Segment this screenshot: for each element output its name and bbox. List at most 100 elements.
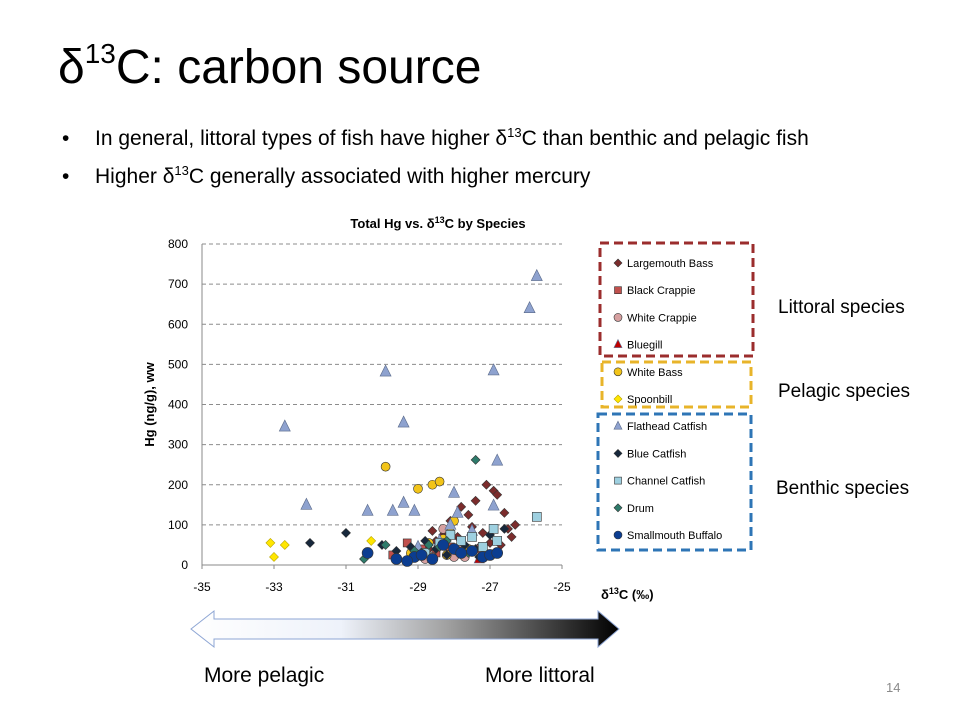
smallmouth-buffalo-point	[415, 549, 428, 561]
flathead-catfish-point	[451, 505, 464, 518]
x-axis-label-part: δ	[601, 587, 609, 602]
largemouth-bass-legend-marker	[613, 258, 623, 268]
y-tick-label: 800	[168, 237, 188, 251]
largemouth-bass-point	[427, 525, 438, 536]
legend-label: Bluegill	[627, 340, 662, 352]
smallmouth-buffalo-point	[361, 547, 374, 559]
pelagic-group-box	[600, 360, 753, 409]
legend-label: Smallmouth Buffalo	[627, 530, 722, 542]
smallmouth-buffalo-point	[390, 553, 403, 565]
white-bass-point	[413, 483, 423, 494]
y-tick-label: 100	[168, 518, 188, 532]
pelagic-group-label: Pelagic species	[778, 381, 911, 402]
spoonbill-legend-marker	[613, 394, 623, 404]
channel-catfish-point	[456, 536, 467, 546]
flathead-catfish-point	[278, 419, 291, 432]
x-tick-label: -25	[553, 580, 571, 594]
chart-title: Total Hg vs. δ13C by Species	[350, 215, 525, 231]
largemouth-bass-point	[477, 527, 488, 538]
spoonbill-point	[279, 540, 290, 550]
legend-label: White Crappie	[627, 312, 697, 324]
white-bass-legend-marker	[613, 367, 623, 377]
spoonbill-point	[269, 552, 279, 562]
flathead-catfish-point	[408, 503, 421, 516]
drum-point	[423, 540, 434, 550]
flathead-catfish-point	[379, 364, 392, 377]
flathead-catfish-point	[487, 363, 500, 376]
drum-point	[380, 540, 391, 550]
y-tick-label: 0	[181, 558, 188, 572]
channel-catfish-point	[477, 542, 488, 552]
x-tick-label: -33	[265, 580, 283, 594]
blue-catfish-point	[341, 527, 351, 538]
y-axis-label: Hg (ng/g), ww	[142, 361, 157, 446]
legend-label: Spoonbill	[627, 394, 672, 406]
drum-legend-marker	[613, 503, 623, 513]
y-tick-label: 700	[168, 277, 188, 291]
white-crappie-legend-marker	[613, 313, 623, 322]
legend-label: White Bass	[627, 367, 683, 379]
largemouth-bass-point	[492, 489, 503, 500]
legend-label: Channel Catfish	[627, 476, 705, 488]
flathead-catfish-legend-marker	[613, 420, 623, 430]
channel-catfish-point	[488, 524, 499, 534]
littoral-group-label: Littoral species	[778, 297, 905, 318]
y-tick-label: 500	[168, 357, 188, 371]
smallmouth-buffalo-point	[437, 539, 450, 551]
littoral-group-box	[598, 241, 755, 358]
legend-label: Flathead Catfish	[627, 421, 707, 433]
bluegill-legend-marker	[613, 338, 623, 348]
spoonbill-point	[366, 536, 377, 546]
blue-catfish-point	[305, 538, 315, 548]
flathead-catfish-point	[444, 517, 457, 530]
more-pelagic-label: More pelagic	[204, 664, 325, 687]
drum-point	[470, 454, 481, 465]
smallmouth-buffalo-point	[466, 545, 478, 557]
x-axis-label-sup: 13	[609, 586, 619, 596]
y-tick-label: 200	[168, 478, 188, 492]
smallmouth-buffalo-point	[455, 547, 468, 559]
largemouth-bass-point	[506, 531, 517, 542]
page-number: 14	[886, 680, 901, 695]
smallmouth-buffalo-point	[426, 553, 439, 565]
x-axis-label-part: C (‰)	[619, 587, 654, 602]
more-littoral-label: More littoral	[485, 664, 595, 687]
legend-label: Black Crappie	[627, 285, 695, 297]
y-tick-label: 400	[168, 398, 188, 412]
bullet-dot: •	[62, 165, 70, 188]
channel-catfish-point	[531, 512, 542, 522]
spoonbill-point	[265, 538, 276, 548]
smallmouth-buffalo-point	[401, 555, 414, 567]
white-bass-point	[434, 476, 445, 487]
chart-title-part: Total Hg vs. δ	[350, 216, 434, 231]
chart-title-part: C by Species	[445, 216, 526, 231]
flathead-catfish-point	[491, 453, 504, 466]
channel-catfish-point	[492, 536, 503, 546]
x-tick-label: -29	[409, 580, 427, 594]
largemouth-bass-point	[510, 519, 521, 530]
flathead-catfish-point	[361, 503, 374, 516]
flathead-catfish-point	[386, 503, 399, 516]
pelagic-littoral-arrow	[190, 609, 620, 649]
flathead-catfish-point	[523, 301, 536, 314]
bullet-item: • Higher δ13C generally associated with h…	[62, 163, 591, 188]
blue-catfish-point	[499, 523, 510, 534]
chart-title-sup: 13	[435, 215, 445, 225]
blue-catfish-point	[441, 550, 452, 560]
flathead-catfish-point	[397, 495, 410, 508]
smallmouth-buffalo-point	[491, 547, 504, 559]
benthic-group-box	[596, 412, 753, 552]
x-tick-label: -35	[193, 580, 211, 594]
benthic-group-label: Benthic species	[776, 478, 910, 499]
white-bass-point	[380, 461, 391, 472]
largemouth-bass-point	[481, 479, 492, 490]
x-tick-label: -31	[337, 580, 355, 594]
y-tick-label: 600	[168, 317, 188, 331]
slide-title: δ13C: carbon source	[58, 38, 482, 94]
legend-label: Drum	[627, 503, 654, 515]
flathead-catfish-point	[530, 268, 543, 281]
largemouth-bass-point	[463, 509, 474, 520]
channel-catfish-point	[445, 530, 456, 540]
blue-catfish-legend-marker	[613, 448, 623, 458]
